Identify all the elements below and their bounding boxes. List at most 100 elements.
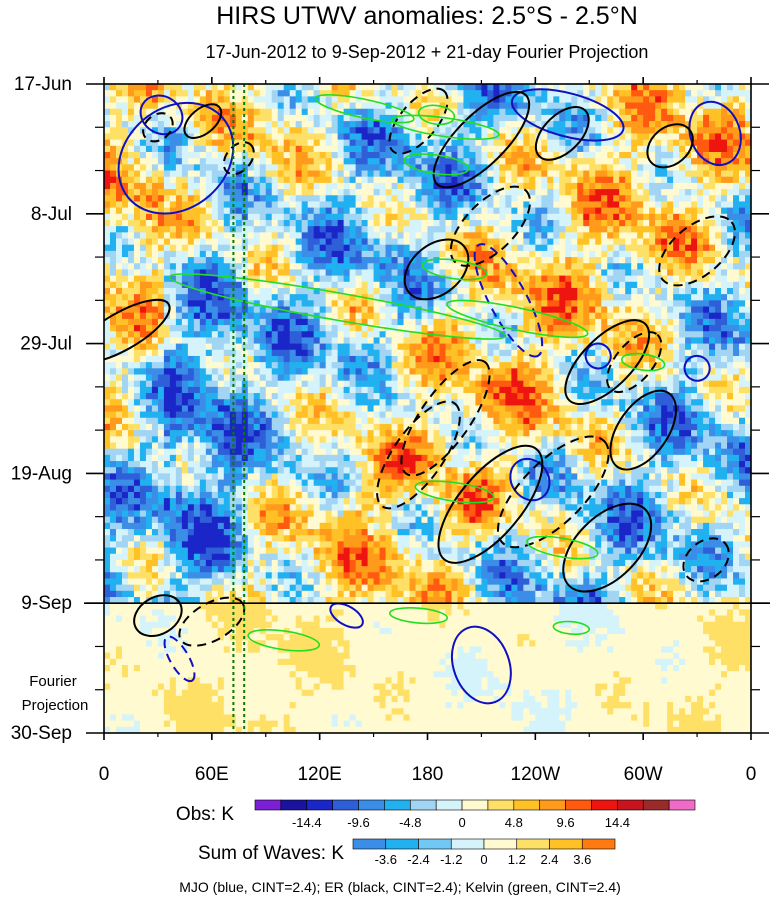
waves-colorbar-box-5: [516, 838, 550, 850]
waves-colorbar-box-3: [450, 838, 485, 850]
er-contour-17: [609, 389, 677, 471]
mjo-contour-0: [139, 94, 184, 136]
er-contour-4: [388, 87, 449, 155]
er-contour-12: [400, 359, 491, 477]
er-contour-8: [403, 238, 470, 301]
x-tick-label-4: 120W: [511, 764, 561, 785]
obs-colorbar-tick-label-1: -9.6: [347, 815, 369, 830]
kelvin-contour-7: [620, 352, 666, 372]
projection-label-line-2: Projection: [22, 697, 89, 714]
er-contour-6: [646, 123, 694, 169]
waves-colorbar-tick-label-5: 2.4: [540, 852, 558, 867]
obs-colorbar-box-0: [254, 799, 282, 811]
er-contour-1: [222, 141, 255, 176]
obs-colorbar-box-3: [332, 799, 359, 811]
obs-colorbar-box-15: [642, 799, 670, 811]
kelvin-contour-5: [446, 299, 589, 339]
obs-colorbar-tick-label-3: 0: [458, 815, 465, 830]
wave-contours: [104, 87, 742, 705]
kelvin-contour-10: [247, 629, 321, 652]
waves-colorbar-box-0: [352, 838, 387, 850]
x-tick-label-1: 60E: [195, 764, 229, 785]
axes: 0 60E 120E 180 120W 60W 0 17-Jun 8-Jul 29-Jul 19-A…: [11, 74, 769, 785]
er-contour-9: [449, 185, 532, 267]
mjo-contour-10: [329, 602, 364, 629]
er-contour-19: [682, 537, 730, 583]
x-tick-label-3: 180: [412, 764, 444, 785]
obs-colorbar-box-6: [409, 799, 437, 811]
x-tick-label-6: 0: [746, 764, 757, 785]
y-tick-label-4: 9-Sep: [21, 593, 72, 614]
kelvin-contour-3: [403, 153, 470, 176]
er-contour-7: [104, 298, 171, 364]
obs-colorbar-box-4: [358, 799, 385, 811]
obs-colorbar-box-13: [591, 799, 618, 811]
obs-colorbar-box-16: [668, 799, 696, 811]
obs-colorbar-box-2: [306, 799, 333, 811]
mjo-contour-8: [450, 625, 512, 705]
obs-colorbar-tick-label-5: 9.6: [557, 815, 575, 830]
er-contour-11: [564, 319, 651, 406]
obs-colorbar-box-14: [617, 799, 644, 811]
kelvin-contour-1: [314, 94, 415, 124]
obs-colorbar-box-11: [539, 799, 566, 811]
x-tick-label-0: 0: [99, 764, 110, 785]
obs-colorbar-box-1: [280, 799, 308, 811]
kelvin-contour-6: [417, 104, 456, 126]
kelvin-contour-11: [389, 607, 448, 625]
reference-longitudes: [232, 84, 246, 733]
waves-colorbar-box-6: [549, 838, 583, 850]
er-contour-0: [183, 103, 223, 139]
waves-colorbar-tick-label-0: -3.6: [375, 852, 397, 867]
x-tick-label-5: 60W: [624, 764, 663, 785]
waves-colorbar-tick-label-1: -2.4: [407, 852, 429, 867]
mjo-contour-2: [510, 88, 625, 142]
y-tick-label-1: 8-Jul: [31, 204, 72, 225]
y-tick-label-2: 29-Jul: [20, 334, 72, 355]
obs-colorbar-tick-label-4: 4.8: [505, 815, 523, 830]
waves-colorbar: -3.6 -2.4 -1.2 0 1.2 2.4 3.6: [352, 838, 616, 867]
mjo-contour-1: [117, 101, 235, 215]
y-tick-label-3: 19-Aug: [11, 463, 72, 484]
mjo-contour-6: [584, 342, 612, 370]
contour-legend-footnote: MJO (blue, CINT=2.4); ER (black, CINT=2.…: [179, 879, 621, 895]
obs-colorbar-tick-label-2: -4.8: [399, 815, 421, 830]
projection-label-line-1: Fourier: [29, 673, 77, 690]
chart-title: HIRS UTWV anomalies: 2.5°S - 2.5°N: [216, 2, 638, 30]
obs-colorbar: -14.4 -9.6 -4.8 0 4.8 9.6 14.4: [254, 799, 696, 830]
waves-colorbar-label: Sum of Waves: K: [198, 843, 344, 864]
obs-colorbar-label: Obs: K: [176, 804, 234, 825]
waves-colorbar-tick-label-4: 1.2: [508, 852, 526, 867]
mjo-contour-7: [683, 354, 711, 382]
obs-colorbar-box-5: [384, 799, 411, 811]
mjo-contour-4: [473, 243, 544, 358]
y-tick-label-0: 17-Jun: [14, 74, 72, 95]
waves-colorbar-box-7: [581, 838, 616, 850]
kelvin-contour-8: [414, 480, 495, 504]
waves-colorbar-tick-label-3: 0: [480, 852, 487, 867]
er-contour-3: [432, 90, 531, 189]
waves-colorbar-box-2: [418, 838, 452, 850]
waves-colorbar-tick-label-2: -1.2: [440, 852, 462, 867]
er-contour-2: [142, 112, 174, 143]
chart-subtitle: 17-Jun-2012 to 9-Sep-2012 + 21-day Fouri…: [206, 42, 649, 62]
x-tick-label-2: 120E: [297, 764, 341, 785]
waves-colorbar-tick-label-6: 3.6: [573, 852, 591, 867]
obs-colorbar-tick-label-6: 14.4: [605, 815, 630, 830]
er-contour-15: [496, 435, 610, 549]
er-contour-18: [606, 331, 663, 394]
y-tick-label-5: 30-Sep: [11, 723, 72, 744]
er-contour-10: [658, 215, 736, 287]
mjo-contour-9: [163, 635, 196, 683]
er-contour-5: [534, 106, 590, 161]
obs-colorbar-tick-label-0: -14.4: [292, 815, 322, 830]
kelvin-contour-0: [168, 273, 507, 340]
obs-colorbar-box-7: [435, 799, 463, 811]
waves-colorbar-box-4: [483, 838, 518, 850]
er-contour-13: [376, 400, 461, 510]
anomaly-field: [104, 84, 751, 733]
obs-colorbar-box-10: [513, 799, 541, 811]
er-contour-16: [562, 502, 653, 593]
kelvin-contour-4: [421, 258, 488, 281]
